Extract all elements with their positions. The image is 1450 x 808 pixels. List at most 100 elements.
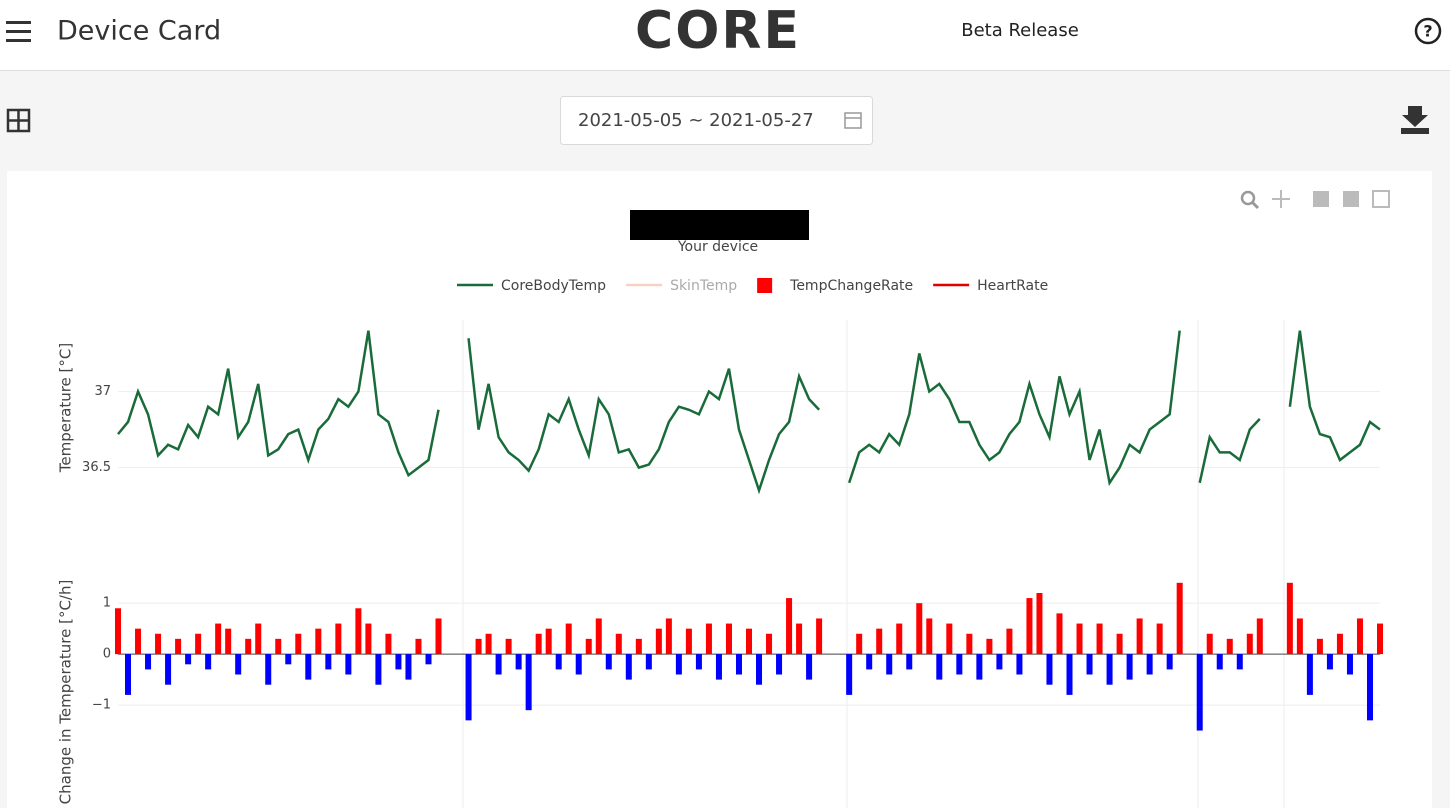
bar: [776, 654, 783, 675]
logo: CORE: [635, 1, 801, 61]
bar: [465, 654, 472, 721]
bar: [125, 654, 132, 695]
date-picker[interactable]: 2021-05-05 ~ 2021-05-27: [560, 96, 873, 145]
bar: [675, 654, 682, 675]
y-tick-label: 37: [94, 384, 111, 399]
bar: [1156, 623, 1163, 655]
bar: [1006, 628, 1013, 655]
bar: [655, 628, 662, 655]
bar: [725, 623, 732, 655]
y-axis-title: Change in Temperature [°C/h]: [57, 580, 75, 805]
bar: [405, 654, 412, 680]
header-bar: [0, 0, 1450, 70]
bar: [705, 623, 712, 655]
bar: [185, 654, 192, 665]
date-range: 2021-05-05 ~ 2021-05-27: [578, 110, 814, 131]
bar: [1286, 582, 1293, 655]
bar: [1236, 654, 1243, 670]
bar: [595, 618, 602, 655]
bar: [615, 633, 622, 655]
bar: [936, 654, 943, 680]
layout-button[interactable]: [6, 108, 31, 133]
line-piece: [1288, 330, 1381, 462]
bar: [896, 623, 903, 655]
line-piece: [1198, 418, 1261, 484]
bar: [385, 633, 392, 655]
legend-label: SkinTemp: [670, 278, 737, 294]
bar: [195, 633, 202, 655]
bar: [715, 654, 722, 680]
bar: [114, 608, 122, 655]
bar: [525, 654, 532, 711]
bar: [355, 608, 362, 655]
bar: [786, 598, 793, 655]
bar: [796, 623, 803, 655]
legend: CoreBodyTemp SkinTemp TempChangeRate HeartR…: [457, 278, 1048, 294]
bar: [425, 654, 432, 665]
bar: [1196, 654, 1203, 731]
bar: [1136, 618, 1143, 655]
bar: [996, 654, 1003, 670]
line-piece: [847, 330, 1181, 487]
bar: [1306, 654, 1313, 695]
page-title: Device Card: [57, 16, 221, 47]
bar: [1096, 623, 1103, 655]
menu-button[interactable]: [6, 21, 31, 42]
bar: [856, 633, 863, 655]
bar: [1016, 654, 1023, 675]
y-axis-title: Temperature [°C]: [57, 343, 75, 473]
bar: [605, 654, 612, 670]
plots: Temperature [°C] 36.5 37 Change in Temperat…: [57, 330, 1384, 805]
bar: [235, 654, 242, 675]
bar: [1356, 618, 1363, 655]
bar: [1166, 654, 1173, 670]
bar: [1216, 654, 1223, 670]
bar: [1366, 654, 1373, 721]
download-button[interactable]: [1401, 106, 1429, 134]
y-tick-label: 36.5: [82, 460, 111, 475]
y-tick-label: −1: [92, 698, 111, 713]
bar: [285, 654, 292, 665]
bar: [906, 654, 913, 670]
bar: [946, 623, 953, 655]
bar: [1176, 582, 1183, 655]
chart-subtitle: Your device: [677, 239, 758, 255]
line-piece: [117, 330, 440, 478]
bar: [225, 628, 232, 655]
bar: [645, 654, 652, 670]
bar: [505, 638, 512, 655]
bar: [1206, 633, 1213, 655]
bar: [155, 633, 162, 655]
bar: [1066, 654, 1073, 695]
svg-text:?: ?: [1423, 22, 1432, 41]
modebar[interactable]: [1240, 190, 1390, 210]
bar: [1056, 613, 1063, 655]
bar: [1126, 654, 1133, 680]
bar: [315, 628, 322, 655]
bar: [1106, 654, 1113, 685]
bar: [1336, 633, 1343, 655]
bar: [395, 654, 402, 670]
bar: [1376, 623, 1384, 655]
bar: [976, 654, 983, 680]
bar: [335, 623, 342, 655]
bar: [165, 654, 172, 685]
bar: [986, 638, 993, 655]
bar: [1046, 654, 1053, 685]
bar: [495, 654, 502, 675]
y-tick-label: 1: [103, 596, 111, 611]
chart-panel: [7, 171, 1432, 808]
bar: [415, 638, 422, 655]
bar: [175, 638, 182, 655]
bar: [1076, 623, 1083, 655]
bar: [806, 654, 813, 680]
bar: [1346, 654, 1353, 675]
redacted-title: [630, 210, 809, 240]
bar: [1146, 654, 1153, 675]
bar: [585, 638, 592, 655]
help-button[interactable]: ?: [1414, 17, 1442, 45]
legend-swatch: [757, 278, 773, 293]
bar: [515, 654, 522, 670]
